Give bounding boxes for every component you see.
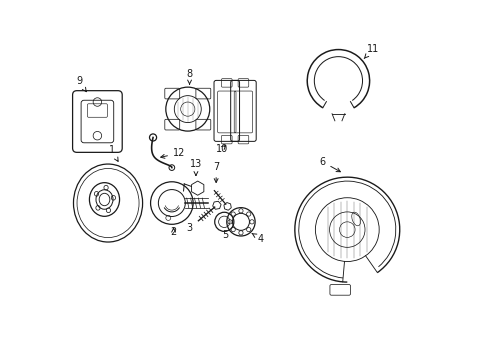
Text: 12: 12 bbox=[161, 148, 185, 158]
Text: 13: 13 bbox=[189, 159, 202, 175]
Text: 3: 3 bbox=[186, 223, 192, 233]
Text: 5: 5 bbox=[222, 230, 228, 240]
Text: 1: 1 bbox=[108, 145, 118, 161]
Text: 11: 11 bbox=[364, 44, 379, 59]
Text: 2: 2 bbox=[170, 227, 176, 237]
Text: 4: 4 bbox=[252, 234, 263, 244]
Text: 8: 8 bbox=[186, 68, 192, 84]
Text: 6: 6 bbox=[319, 157, 340, 172]
Text: 7: 7 bbox=[213, 162, 219, 183]
Text: 10: 10 bbox=[216, 144, 228, 154]
Text: 9: 9 bbox=[76, 76, 86, 92]
